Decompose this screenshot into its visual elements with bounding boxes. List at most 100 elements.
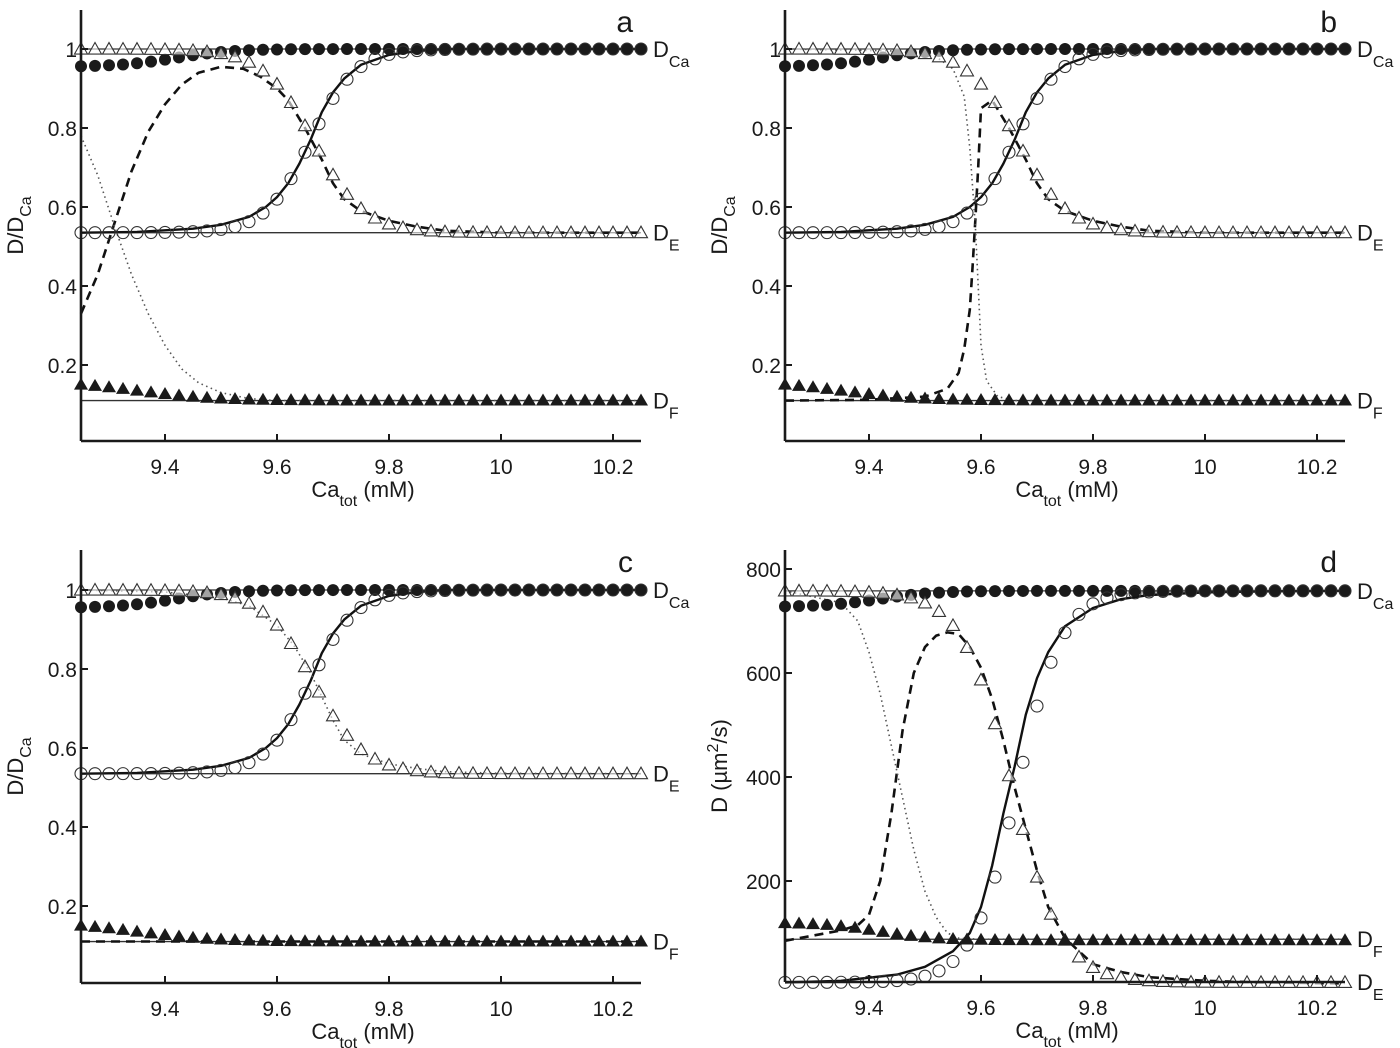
x-axis-label: Catot (mM) xyxy=(311,1019,414,1048)
open-triangle-marker xyxy=(549,225,565,239)
open-circle-marker xyxy=(904,972,918,986)
open-triangle-marker xyxy=(171,42,187,56)
x-tick-label: 9.8 xyxy=(1078,456,1107,479)
filled-triangle-marker xyxy=(974,932,988,945)
filled-circle-marker xyxy=(243,585,255,598)
open-circle-marker xyxy=(312,658,326,672)
y-tick-label: 0.2 xyxy=(752,355,781,378)
open-circle-marker xyxy=(270,192,284,206)
filled-triangle-marker xyxy=(606,393,620,406)
filled-triangle-marker xyxy=(172,929,186,942)
filled-circle-marker xyxy=(257,43,269,56)
open-triangle-marker xyxy=(889,587,905,601)
open-circle-marker xyxy=(550,583,564,597)
y-axis-label: D (µm2/s) xyxy=(705,719,732,813)
open-triangle-marker xyxy=(507,224,523,239)
filled-triangle-marker xyxy=(130,383,144,396)
filled-circle-marker xyxy=(117,58,129,71)
open-circle-marker xyxy=(1198,584,1212,598)
filled-circle-marker xyxy=(1101,584,1113,597)
open-triangle-marker xyxy=(367,751,383,765)
open-circle-marker xyxy=(988,172,1002,186)
filled-triangle-marker xyxy=(326,934,340,947)
open-triangle-marker xyxy=(143,582,159,596)
open-circle-marker xyxy=(1324,42,1338,56)
filled-triangle-marker xyxy=(494,393,508,406)
y-tick-label: 0.4 xyxy=(48,276,78,299)
filled-circle-marker xyxy=(1171,43,1183,56)
filled-triangle-marker xyxy=(1254,393,1268,406)
open-circle-marker xyxy=(1114,44,1128,58)
open-circle-marker xyxy=(1072,607,1086,621)
filled-triangle-marker xyxy=(508,393,522,406)
open-triangle-marker xyxy=(605,766,621,780)
open-triangle-marker xyxy=(185,583,201,598)
open-triangle-marker xyxy=(297,659,313,673)
filled-circle-marker xyxy=(495,43,507,56)
filled-triangle-marker xyxy=(368,393,382,406)
open-triangle-marker xyxy=(791,583,807,597)
open-triangle-marker xyxy=(311,684,327,698)
filled-circle-marker xyxy=(369,43,381,56)
open-triangle-marker xyxy=(213,45,229,60)
filled-circle-marker xyxy=(1185,584,1197,597)
open-circle-marker xyxy=(144,766,158,781)
filled-triangle-marker xyxy=(960,932,974,945)
x-tick-label: 10 xyxy=(1193,456,1216,479)
open-triangle-marker xyxy=(847,41,863,55)
x-tick-label: 10.2 xyxy=(1297,456,1338,479)
filled-circle-marker xyxy=(863,53,875,66)
filled-triangle-marker xyxy=(186,930,200,943)
open-triangle-marker xyxy=(395,219,411,234)
x-axis-label: Catot (mM) xyxy=(1015,477,1118,510)
filled-triangle-marker xyxy=(1044,393,1058,406)
x-tick-label: 9.4 xyxy=(854,997,884,1020)
filled-circle-marker xyxy=(467,43,479,56)
panel-letter: b xyxy=(1320,6,1337,39)
filled-triangle-marker xyxy=(508,934,522,947)
open-circle-marker xyxy=(1114,588,1128,602)
open-triangle-marker xyxy=(479,765,495,780)
series-open-circle xyxy=(778,42,1352,240)
filled-circle-marker xyxy=(1059,43,1071,56)
filled-triangle-marker xyxy=(1142,933,1156,946)
open-triangle-marker xyxy=(1015,821,1031,835)
filled-circle-marker xyxy=(947,585,959,598)
filled-triangle-marker xyxy=(1226,933,1240,946)
filled-circle-marker xyxy=(467,584,479,597)
open-triangle-marker xyxy=(1169,224,1185,238)
filled-triangle-marker xyxy=(904,390,918,403)
filled-triangle-marker xyxy=(1240,393,1254,406)
filled-triangle-marker xyxy=(806,917,820,930)
open-triangle-marker xyxy=(1099,966,1115,980)
open-triangle-marker xyxy=(861,41,877,56)
filled-triangle-marker xyxy=(932,931,946,944)
open-circle-marker xyxy=(144,225,158,240)
series-label-f: DF xyxy=(653,389,679,423)
filled-triangle-marker xyxy=(1030,933,1044,946)
open-circle-marker xyxy=(438,583,452,598)
filled-circle-marker xyxy=(1311,43,1323,56)
open-circle-marker xyxy=(890,225,904,239)
open-circle-marker xyxy=(1296,584,1310,598)
filled-triangle-marker xyxy=(904,928,918,941)
open-triangle-marker xyxy=(521,766,537,780)
open-circle-marker xyxy=(410,585,424,599)
open-triangle-marker xyxy=(493,765,509,780)
open-triangle-marker xyxy=(861,584,877,598)
open-triangle-marker xyxy=(1029,167,1045,181)
filled-triangle-marker xyxy=(946,932,960,945)
filled-circle-marker xyxy=(1325,584,1337,597)
series-filled-triangle xyxy=(74,918,648,947)
filled-circle-marker xyxy=(355,43,367,56)
x-tick-label: 9.8 xyxy=(1078,997,1107,1020)
open-circle-marker xyxy=(116,226,130,240)
open-circle-marker xyxy=(242,215,256,229)
filled-triangle-marker xyxy=(1086,933,1100,946)
filled-circle-marker xyxy=(1227,43,1239,56)
open-circle-marker xyxy=(494,583,508,597)
open-triangle-marker xyxy=(157,582,173,597)
open-circle-marker xyxy=(172,766,186,780)
filled-circle-marker xyxy=(607,43,619,56)
open-circle-marker xyxy=(1142,42,1156,57)
